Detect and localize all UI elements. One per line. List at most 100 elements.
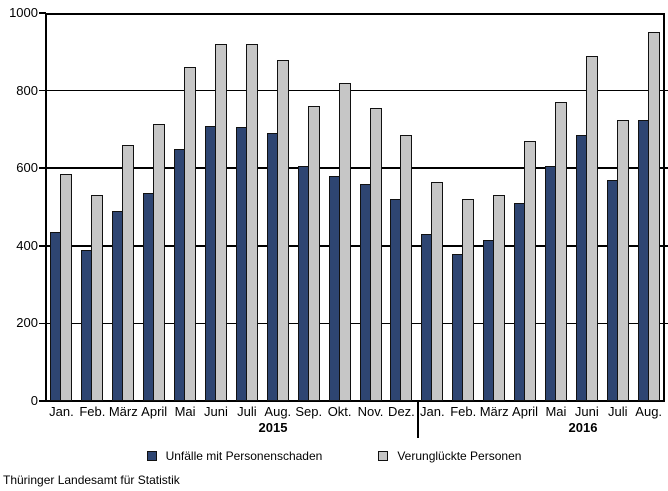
legend-label-0: Unfälle mit Personenschaden [165,449,323,463]
bar-verunglueckte [647,32,660,401]
bar-verunglueckte [585,55,598,401]
legend-label-1: Verunglückte Personen [397,449,522,463]
bar-group [324,13,355,401]
bar-group [602,13,633,401]
bar-verunglueckte [214,44,227,401]
x-slot: Aug. [633,404,664,419]
bar-verunglueckte [462,199,475,401]
bar-verunglueckte [431,181,444,401]
y-tick-800 [39,89,46,92]
bar-verunglueckte [524,141,537,401]
bar-verunglueckte [153,123,166,401]
x-slot: Dez. [386,404,417,419]
y-tick-200 [39,322,46,325]
grid-line-400 [47,245,663,247]
bar-verunglueckte [616,119,629,401]
bar-verunglueckte [369,108,382,401]
bar-verunglueckte [184,67,197,401]
bar-group [77,13,108,401]
y-tick-right-200 [665,322,668,325]
bar-group [108,13,139,401]
x-axis-label: April [141,404,168,419]
x-axis-label: Juni [574,404,599,419]
x-axis-label: Okt. [327,404,352,419]
bar-group [541,13,572,401]
legend-item-1: Verunglückte Personen [378,449,521,463]
x-slot: Mai [541,404,572,419]
bar-group [510,13,541,401]
x-axis-line [40,400,665,402]
legend-swatch-0 [146,451,157,461]
x-slot: Juli [231,404,262,419]
x-slot: März [108,404,139,419]
y-tick-0 [39,400,46,402]
x-slot: Juni [201,404,232,419]
x-axis-label: Nov. [357,404,384,419]
bar-group [479,13,510,401]
bar-group [386,13,417,401]
bar-group [201,13,232,401]
bar-verunglueckte [493,195,506,401]
bar-group [293,13,324,401]
bar-verunglueckte [91,195,104,401]
bar-verunglueckte [60,174,73,401]
y-axis-label-400: 400 [16,237,38,253]
legend: Unfälle mit Personenschaden Verunglückte … [0,449,668,463]
x-axis-label: Mai [174,404,196,419]
bar-verunglueckte [554,102,567,401]
year-separator-line [417,401,419,438]
x-axis-label: März [479,404,509,419]
y-axis-label-1000: 1000 [9,5,38,20]
bar-group [170,13,201,401]
y-axis-label-0: 0 [30,393,38,408]
x-slot: Jan. [46,404,77,419]
year-label-2016: 2016 [568,420,598,435]
y-tick-right-800 [665,89,668,92]
y-axis-label-800: 800 [16,82,38,98]
bar-group [417,13,448,401]
y-tick-right-400 [665,245,668,247]
x-slot: Mai [170,404,201,419]
bar-group [262,13,293,401]
y-tick-1000 [39,12,46,14]
x-axis: Jan. Feb. März April Mai Juni Juli Aug. Sep. Okt.… [46,404,664,419]
x-slot: April [510,404,541,419]
x-axis-label: Juli [608,404,628,419]
bar-group [139,13,170,401]
legend-swatch-1 [378,451,389,461]
x-slot: Aug. [262,404,293,419]
year-label-2015: 2015 [258,420,288,435]
bar-group [46,13,77,401]
source-attribution: Thüringer Landesamt für Statistik [3,473,180,487]
y-axis-line [45,13,47,402]
x-axis-label: Dez. [388,404,415,419]
x-slot: Juli [602,404,633,419]
x-slot: Feb. [77,404,108,419]
x-axis-label: Feb. [79,404,106,419]
bar-verunglueckte [122,144,135,401]
y-axis-label-200: 200 [16,315,38,331]
x-axis-label: Feb. [450,404,477,419]
x-axis-label: Sep. [295,404,323,419]
x-axis-label: Juni [204,404,228,419]
bar-verunglueckte [276,59,289,401]
y-tick-400 [39,245,46,247]
bar-verunglueckte [400,135,413,401]
grid-line-800 [47,89,663,92]
x-axis-label: Aug. [635,404,663,419]
bar-group [571,13,602,401]
x-axis-label: Jan. [49,404,74,419]
plot-right-border [663,13,665,402]
bar-verunglueckte [338,82,351,401]
bars-layer [46,13,664,401]
x-slot: Okt. [324,404,355,419]
x-slot: Sep. [293,404,324,419]
bar-group [448,13,479,401]
x-axis-label: Jan. [420,404,445,419]
x-slot: Nov. [355,404,386,419]
y-tick-600 [39,167,46,169]
bar-group [633,13,664,401]
bar-verunglueckte [245,44,258,401]
bar-group [231,13,262,401]
